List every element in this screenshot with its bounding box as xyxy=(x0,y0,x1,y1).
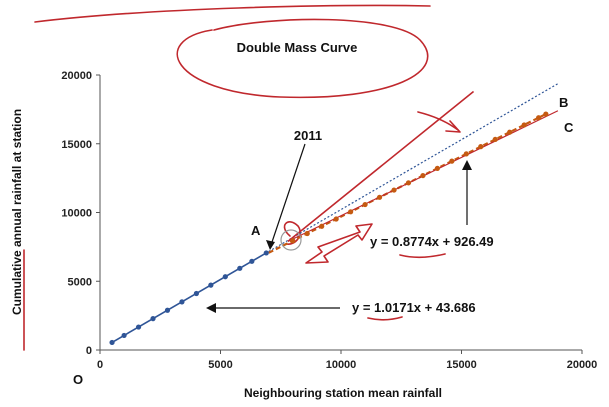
x-tick-label: 5000 xyxy=(208,359,232,371)
data-point xyxy=(376,194,383,200)
data-point xyxy=(449,158,455,164)
ink-title-circle xyxy=(176,18,429,99)
x-tick-label: 15000 xyxy=(446,359,477,371)
data-point xyxy=(222,274,228,280)
x-axis-label: Neighbouring station mean rainfall xyxy=(244,386,442,400)
data-point xyxy=(193,290,199,297)
chart-title: Double Mass Curve xyxy=(237,40,358,55)
x-tick-label: 0 xyxy=(97,359,103,371)
year-arrow-head xyxy=(266,240,275,250)
data-point xyxy=(420,172,426,179)
data-point xyxy=(237,265,243,271)
data-point xyxy=(478,144,484,150)
data-point xyxy=(135,324,142,330)
ink-eq1-underline xyxy=(367,316,403,321)
eq1-arrow-head xyxy=(206,303,216,313)
x-tick-label: 10000 xyxy=(326,359,357,371)
data-point xyxy=(348,209,354,215)
trendline-1-equation: y = 1.0171x + 43.686 xyxy=(352,300,476,315)
y-axis-label: Cumulative annual rainfall at station xyxy=(10,109,24,315)
trendlines xyxy=(111,83,559,344)
y-tick-label: 15000 xyxy=(61,139,92,151)
data-point xyxy=(319,223,325,229)
year-arrow-line xyxy=(269,143,306,249)
trendline-1 xyxy=(111,252,267,344)
ink-curve-arrow-head xyxy=(445,120,461,133)
y-tick-label: 5000 xyxy=(68,276,92,288)
data-point xyxy=(164,307,171,313)
data-point xyxy=(263,250,269,256)
x-tick-label: 20000 xyxy=(567,359,598,371)
ink-eq2-underline xyxy=(399,253,446,259)
data-point xyxy=(521,122,527,128)
data-point xyxy=(333,216,339,222)
projection-b-line xyxy=(268,83,559,253)
data-point xyxy=(507,129,513,135)
y-tick-label: 20000 xyxy=(61,70,92,82)
y-tick-label: 0 xyxy=(86,345,92,357)
ink-steep-line xyxy=(287,90,475,242)
data-point xyxy=(543,111,549,117)
point-a-label: A xyxy=(251,223,261,238)
axes: 0 5000 10000 15000 20000 0 5000 10000 15000 20000 xyxy=(61,70,597,371)
data-point xyxy=(434,165,440,171)
data-point xyxy=(109,339,115,346)
data-point xyxy=(249,258,255,264)
data-point xyxy=(304,230,310,237)
origin-label: O xyxy=(73,372,83,387)
data-point xyxy=(391,187,397,193)
point-c-label: C xyxy=(564,120,574,135)
data-point xyxy=(290,238,296,244)
break-point-circle xyxy=(280,229,302,251)
ink-hollow-arrow xyxy=(305,223,373,264)
data-point xyxy=(208,282,214,288)
data-point xyxy=(536,115,542,121)
eq2-arrow-head xyxy=(462,160,472,170)
ink-top-stroke xyxy=(34,4,431,23)
data-points xyxy=(109,111,549,346)
data-point xyxy=(121,332,127,339)
data-point xyxy=(362,201,368,208)
data-point xyxy=(179,299,185,305)
y-tick-label: 10000 xyxy=(61,208,92,220)
data-point xyxy=(150,316,156,322)
data-point xyxy=(492,136,498,143)
data-point xyxy=(405,180,412,186)
data-point xyxy=(463,151,469,157)
trendline-2-equation: y = 0.8774x + 926.49 xyxy=(370,234,494,249)
point-b-label: B xyxy=(559,95,568,110)
year-annotation: 2011 xyxy=(294,128,322,143)
